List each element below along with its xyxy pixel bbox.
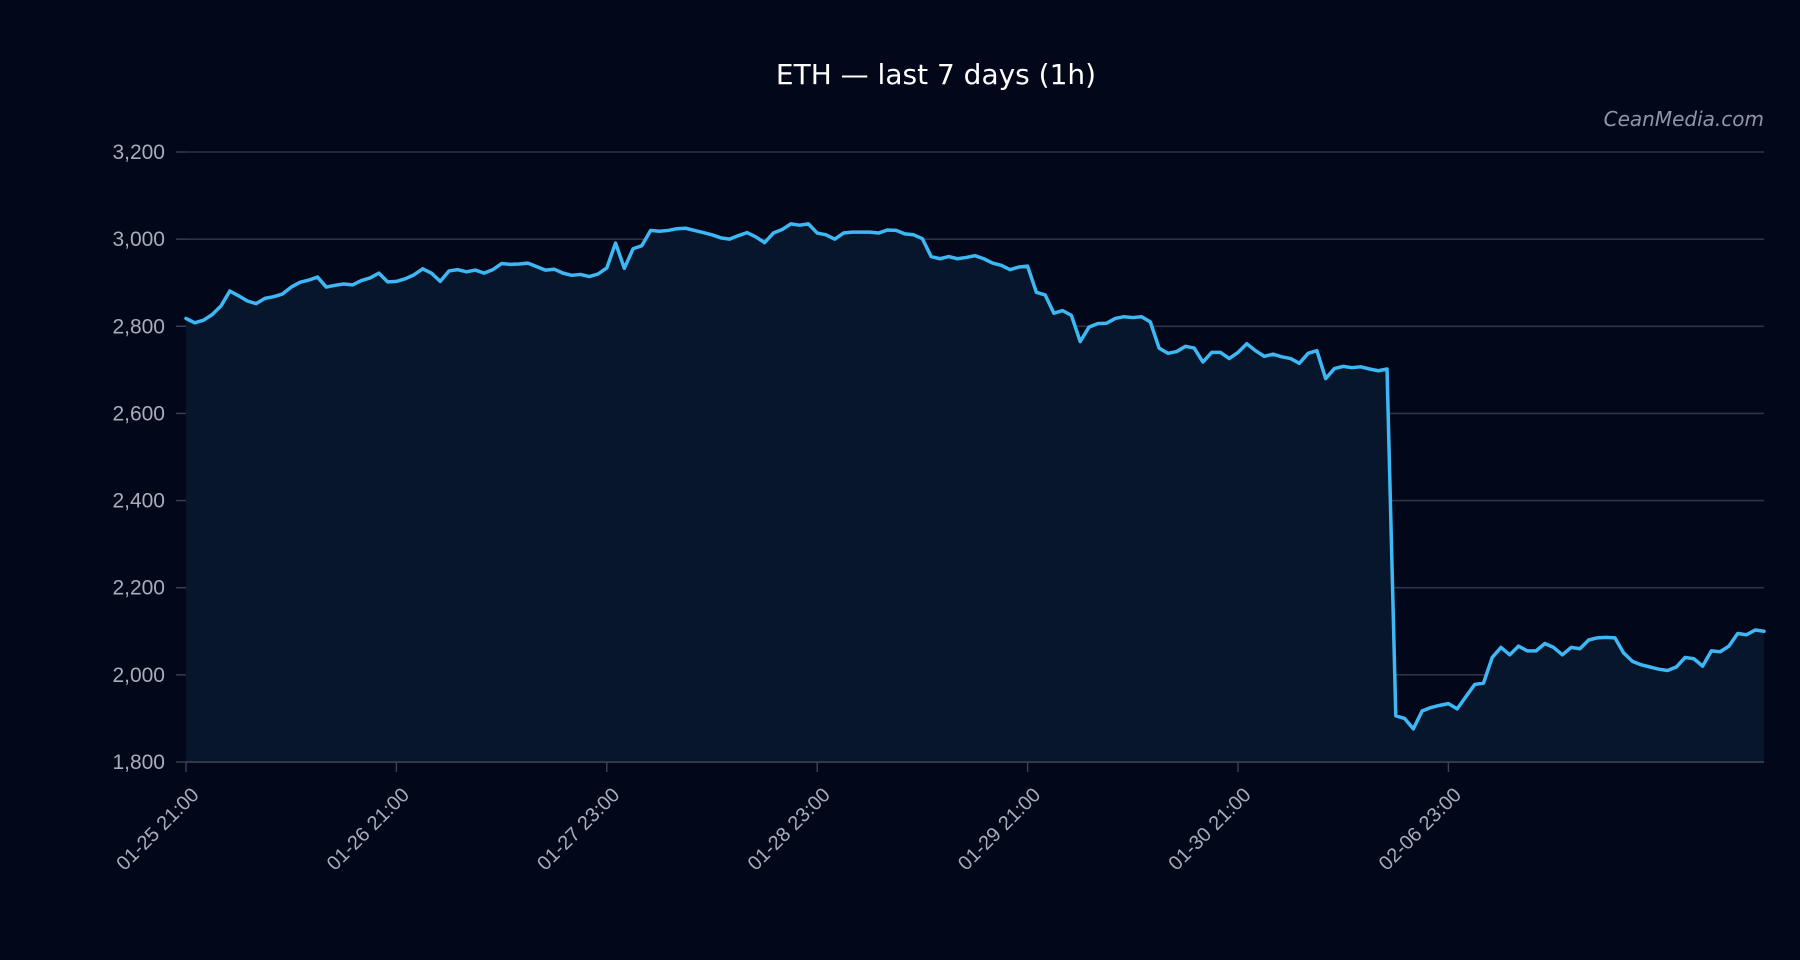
x-tick-label: 01-30 21:00 bbox=[1164, 784, 1255, 875]
x-axis: 01-25 21:00 01-26 21:00 01-27 23:00 01-28 2… bbox=[112, 762, 1466, 875]
plot-area bbox=[184, 222, 1766, 763]
x-tick-label: 01-26 21:00 bbox=[323, 784, 414, 875]
y-tick-label: 2,800 bbox=[112, 315, 165, 338]
price-line bbox=[184, 222, 1766, 731]
y-tick-label: 3,000 bbox=[112, 228, 165, 251]
y-tick-label: 2,600 bbox=[112, 402, 165, 425]
y-axis: 1,800 2,000 2,200 2,400 2,600 2,800 3,000 3,200 bbox=[112, 141, 186, 774]
x-tick-label: 02-06 23:00 bbox=[1375, 784, 1466, 875]
y-tick-label: 3,200 bbox=[112, 141, 165, 164]
y-tick-label: 2,000 bbox=[112, 664, 165, 687]
y-tick-label: 2,200 bbox=[112, 577, 165, 600]
watermark: CeanMedia.com bbox=[1604, 107, 1764, 131]
x-tick-label: 01-25 21:00 bbox=[112, 784, 203, 875]
y-tick-label: 1,800 bbox=[112, 751, 165, 774]
y-tick-label: 2,400 bbox=[112, 490, 165, 513]
x-tick-label: 01-27 23:00 bbox=[533, 784, 624, 875]
x-tick-label: 01-28 23:00 bbox=[744, 784, 835, 875]
price-area-fill bbox=[186, 223, 1764, 762]
x-tick-label: 01-29 21:00 bbox=[954, 784, 1045, 875]
chart-title: ETH — last 7 days (1h) bbox=[776, 58, 1096, 91]
